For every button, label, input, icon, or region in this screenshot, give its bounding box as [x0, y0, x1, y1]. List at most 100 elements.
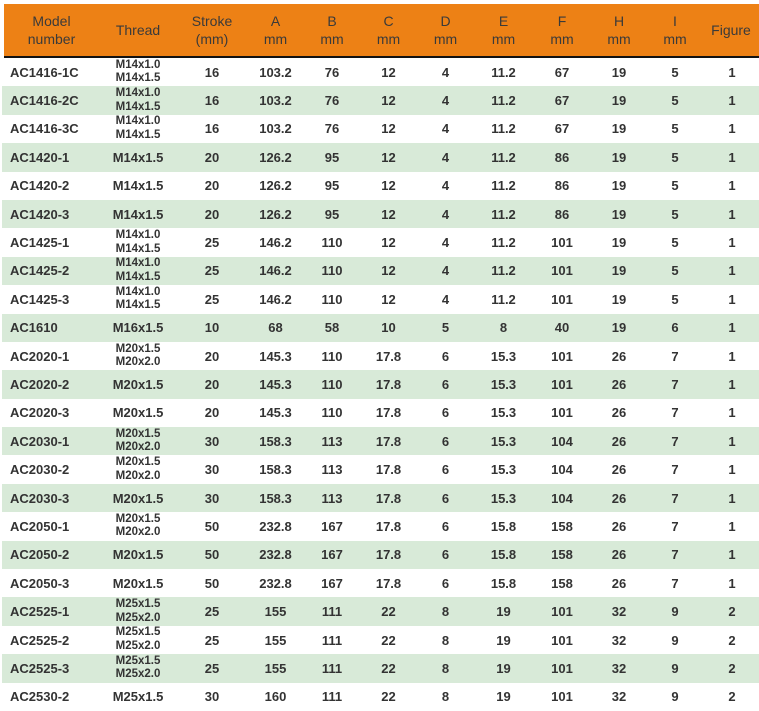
cell-e: 8 [474, 313, 533, 342]
cell-f: 158 [551, 575, 573, 591]
cell-a: 158.3 [259, 462, 292, 478]
cell-f: 101 [533, 597, 591, 626]
column-header-i: I mm [647, 0, 703, 58]
cell-b: 58 [304, 313, 360, 342]
cell-thread: M14x1.5 [112, 178, 164, 194]
cell-i: 7 [671, 575, 679, 591]
table-row: AC1425-3 M14x1.0 M14x1.5 25 146.2 110 12 4 11.2… [2, 285, 759, 313]
table-row: AC1420-3 M14x1.5 20 126.2 95 12 4 11.2 86 19 5 1 [2, 199, 759, 229]
cell-h: 32 [591, 597, 647, 626]
cell-thread: M14x1.0 M14x1.5 [99, 86, 177, 115]
cell-model: AC1425-1 [10, 235, 70, 251]
cell-h: 19 [611, 121, 627, 137]
cell-b: 111 [304, 597, 360, 626]
cell-model: AC1416-1C [10, 64, 79, 80]
cell-h: 19 [611, 235, 627, 251]
cell-f: 67 [554, 121, 570, 137]
cell-i: 7 [647, 370, 703, 399]
cell-f: 101 [533, 256, 591, 286]
table-row: AC2030-2 M20x1.5 M20x2.0 30 158.3 113 17.8 6 15… [2, 455, 759, 483]
table-row: AC1425-1 M14x1.0 M14x1.5 25 146.2 110 12 4 11.2… [2, 228, 759, 256]
cell-e: 11.2 [474, 86, 533, 115]
cell-a: 145.3 [247, 370, 304, 399]
cell-d: 4 [417, 256, 474, 286]
cell-a: 232.8 [259, 518, 292, 534]
cell-e: 15.3 [474, 483, 533, 513]
cell-figure: 1 [703, 540, 759, 570]
cell-e: 15.3 [490, 348, 517, 364]
cell-thread: M14x1.0 M14x1.5 [115, 228, 161, 255]
cell-stroke: 25 [204, 632, 220, 648]
cell-f: 101 [551, 689, 573, 705]
cell-h: 26 [611, 348, 627, 364]
cell-thread: M14x1.0 M14x1.5 [99, 256, 177, 286]
cell-a: 158.3 [247, 483, 304, 513]
cell-model: AC1610 [2, 313, 99, 342]
cell-a: 155 [247, 597, 304, 626]
cell-stroke: 25 [177, 256, 247, 286]
column-header-stroke: Stroke (mm) [177, 0, 247, 58]
table-row: AC1425-2 M14x1.0 M14x1.5 25 146.2 110 12 4 11.2… [2, 256, 759, 286]
cell-model: AC1416-2C [2, 86, 99, 115]
cell-c: 12 [360, 199, 417, 229]
cell-f: 67 [554, 64, 570, 80]
cell-i: 5 [647, 256, 703, 286]
cell-d: 4 [441, 178, 450, 194]
cell-e: 11.2 [491, 235, 516, 251]
cell-model: AC1425-3 [10, 291, 70, 307]
cell-h: 19 [591, 86, 647, 115]
cell-figure: 2 [703, 654, 759, 683]
cell-b: 110 [304, 256, 360, 286]
cell-b: 111 [321, 689, 343, 705]
cell-figure: 1 [728, 575, 736, 591]
cell-model: AC2030-2 [10, 462, 70, 478]
table-row: AC2530-2 M25x1.5 30 160 111 22 8 19 101 32 9 2 [2, 683, 759, 711]
table-row: AC2020-1 M20x1.5 M20x2.0 20 145.3 110 17.8 6 15… [2, 342, 759, 370]
cell-stroke: 30 [177, 427, 247, 456]
cell-model: AC2530-2 [10, 689, 70, 705]
cell-stroke: 25 [204, 291, 220, 307]
cell-model: AC2525-1 [2, 597, 99, 626]
cell-e: 15.3 [474, 370, 533, 399]
column-header-e: E mm [474, 0, 533, 58]
cell-b: 110 [321, 405, 343, 421]
cell-c: 17.8 [360, 427, 417, 456]
table-row: AC2050-3 M20x1.5 50 232.8 167 17.8 6 15.8 158 26 7… [2, 569, 759, 597]
cell-b: 111 [304, 654, 360, 683]
cell-b: 110 [321, 348, 343, 364]
table-row: AC2020-3 M20x1.5 20 145.3 110 17.8 6 15.3 101 26 7… [2, 399, 759, 427]
cell-b: 113 [304, 427, 360, 456]
cell-d: 4 [417, 143, 474, 172]
cell-e: 11.2 [474, 256, 533, 286]
cell-thread: M20x1.5 [99, 370, 177, 399]
cell-f: 101 [551, 348, 573, 364]
cell-c: 17.8 [360, 540, 417, 570]
cell-stroke: 25 [177, 654, 247, 683]
cell-a: 155 [247, 654, 304, 683]
cell-a: 232.8 [247, 540, 304, 570]
cell-f: 158 [533, 540, 591, 570]
cell-b: 110 [321, 235, 343, 251]
cell-i: 5 [671, 178, 679, 194]
cell-a: 158.3 [247, 427, 304, 456]
cell-i: 7 [647, 540, 703, 570]
cell-a: 103.2 [247, 86, 304, 115]
cell-h: 26 [611, 405, 627, 421]
cell-c: 17.8 [375, 575, 402, 591]
cell-f: 101 [551, 632, 573, 648]
cell-h: 26 [591, 427, 647, 456]
cell-c: 17.8 [360, 370, 417, 399]
column-header-c: C mm [360, 0, 417, 58]
cell-stroke: 20 [177, 143, 247, 172]
cell-d: 6 [441, 462, 450, 478]
cell-a: 103.2 [259, 121, 292, 137]
cell-figure: 1 [703, 86, 759, 115]
table-row: AC2525-3 M25x1.5 M25x2.0 25 155 111 22 8 19 101 3… [2, 654, 759, 683]
cell-d: 5 [417, 313, 474, 342]
cell-a: 126.2 [247, 143, 304, 172]
cell-f: 158 [551, 518, 573, 534]
cell-c: 17.8 [375, 518, 402, 534]
cell-d: 4 [441, 291, 450, 307]
cell-stroke: 50 [204, 575, 220, 591]
cell-f: 67 [533, 86, 591, 115]
